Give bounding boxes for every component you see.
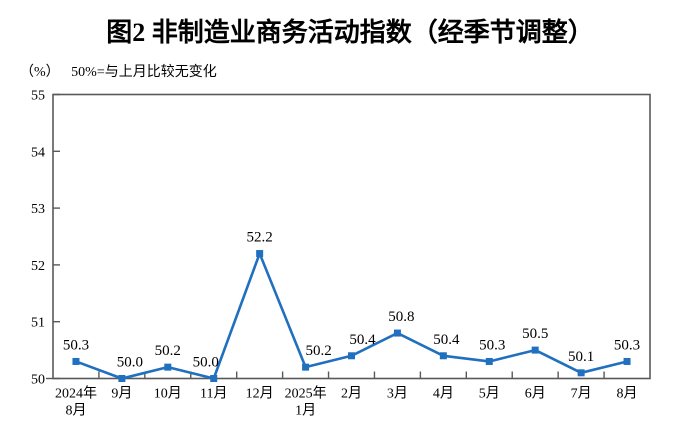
data-point-label: 50.0: [193, 355, 219, 371]
data-point-label: 50.3: [63, 337, 89, 353]
data-point-marker: [210, 375, 218, 382]
x-axis-tick-label: 1月: [295, 403, 316, 419]
y-axis-unit-label: （%）: [20, 65, 60, 80]
x-axis-tick-label: 12月: [246, 386, 274, 402]
data-point-label: 50.4: [433, 332, 460, 348]
data-point-marker: [72, 357, 80, 365]
x-axis-tick-label: 2月: [341, 386, 362, 402]
x-axis-tick-label: 4月: [433, 386, 454, 402]
x-axis-tick-label: 8月: [617, 386, 638, 402]
data-point-label: 50.4: [349, 332, 376, 348]
x-axis-tick-label: 10月: [154, 386, 182, 402]
x-axis-tick-label: 11月: [200, 386, 227, 402]
x-axis-tick-label: 9月: [111, 386, 132, 402]
y-axis-tick-label: 53: [31, 202, 45, 217]
data-point-label: 50.5: [522, 326, 548, 342]
data-point-label: 50.2: [305, 343, 331, 359]
data-point-label: 50.3: [479, 337, 505, 353]
series-line: [75, 252, 628, 380]
y-axis-tick-label: 54: [31, 145, 45, 160]
data-point-marker: [531, 346, 539, 354]
data-point-marker: [439, 352, 447, 360]
plot-border: [52, 93, 651, 380]
x-axis-tick-label: 5月: [479, 386, 500, 402]
y-axis-tick-label: 55: [31, 89, 45, 104]
data-point-label: 50.0: [117, 355, 143, 371]
y-axis-tick-label: 50: [31, 373, 45, 388]
data-point-label: 52.2: [247, 230, 273, 246]
data-point-marker: [577, 369, 585, 377]
x-axis-tick-label: 8月: [65, 403, 86, 419]
y-axis-tick-label: 52: [31, 259, 45, 274]
data-point-marker: [623, 357, 631, 365]
data-point-label: 50.1: [568, 349, 594, 365]
data-point-label: 50.3: [614, 337, 640, 353]
data-point-marker: [118, 375, 126, 382]
data-point-marker: [164, 363, 172, 371]
chart-note: 50%=与上月比较无变化: [71, 65, 217, 80]
x-axis-tick-label: 3月: [387, 386, 408, 402]
chart-title: 图2 非制造业商务活动指数（经季节调整）: [106, 18, 594, 47]
x-axis-tick-label: 7月: [571, 386, 592, 402]
data-point-marker: [302, 363, 310, 371]
data-point-marker: [348, 352, 355, 360]
x-axis-tick-label: 6月: [525, 386, 546, 402]
data-point-marker: [485, 357, 493, 365]
data-point-label: 50.2: [155, 343, 181, 359]
x-axis-tick-label: 2025年: [285, 386, 327, 402]
data-point-marker: [256, 250, 264, 258]
x-axis-tick-label: 2024年: [55, 386, 97, 402]
data-point-label: 50.8: [388, 309, 414, 325]
data-point-marker: [393, 329, 401, 337]
y-axis-tick-label: 51: [31, 316, 45, 331]
chart-subtitle-row: （%） 50%=与上月比较无变化: [20, 61, 217, 81]
